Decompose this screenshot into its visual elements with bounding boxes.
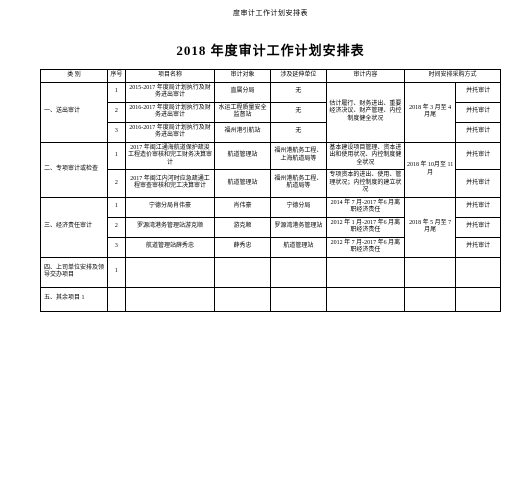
cell-empty bbox=[404, 257, 455, 287]
cell-empty bbox=[270, 257, 326, 287]
col-seq: 序号 bbox=[107, 70, 125, 83]
cell-category: 五、其余项目 1 bbox=[41, 287, 108, 311]
cell-unit: 罗源湾港务管理站 bbox=[270, 217, 326, 237]
cell-unit: 无 bbox=[270, 82, 326, 102]
page-title: 2018 年度审计工作计划安排表 bbox=[40, 40, 501, 59]
col-involved-unit: 涉及延伸单位 bbox=[270, 70, 326, 83]
cell-seq: 1 bbox=[107, 82, 125, 102]
cell-name: 宁德分局肖伟豪 bbox=[125, 197, 214, 217]
table-header-row: 类 别 序号 项目名称 审计对象 涉及延伸单位 审计内容 时间安排采购方式 bbox=[41, 70, 501, 83]
cell-empty bbox=[125, 287, 214, 311]
cell-content: 估计履行、财务进出、重要经济决议、财产管理、内控制度健全状况 bbox=[326, 82, 404, 142]
col-audit-content: 审计内容 bbox=[326, 70, 404, 83]
cell-empty bbox=[326, 287, 404, 311]
table-row: 二、专项审计或检查 1 2017 年闽江通海航道保护疏浚工程造价审核和完工财务决… bbox=[41, 142, 501, 170]
cell-empty bbox=[215, 287, 271, 311]
cell-method: 并托审计 bbox=[456, 82, 501, 102]
cell-seq: 1 bbox=[107, 142, 125, 170]
cell-content: 2014 年 7 月-2017 年6 月离职经济责任 bbox=[326, 197, 404, 217]
cell-method: 并托审计 bbox=[456, 102, 501, 122]
cell-time: 2018 年 3 月至 4 月尾 bbox=[404, 82, 455, 142]
cell-category: 二、专项审计或检查 bbox=[41, 142, 108, 197]
cell-category: 一、送出审计 bbox=[41, 82, 108, 142]
cell-content: 专项资本的进出、使用、管理状况；内控制度的建立状况 bbox=[326, 170, 404, 198]
cell-obj: 薛秀忠 bbox=[215, 237, 271, 257]
cell-content: 2012 年 7 月-2017 年6 月离职经济责任 bbox=[326, 237, 404, 257]
audit-plan-table: 类 别 序号 项目名称 审计对象 涉及延伸单位 审计内容 时间安排采购方式 一、… bbox=[40, 69, 501, 312]
cell-content: 2012 年 1 月-2017 年6 月离职经济责任 bbox=[326, 217, 404, 237]
cell-method: 并托审计 bbox=[456, 217, 501, 237]
cell-obj: 游克顺 bbox=[215, 217, 271, 237]
table-row: 三、经济责任审计 1 宁德分局肖伟豪 肖伟豪 宁德分局 2014 年 7 月-2… bbox=[41, 197, 501, 217]
cell-seq: 1 bbox=[107, 257, 125, 287]
table-row: 四、上司单位安排及领导交办项目 1 bbox=[41, 257, 501, 287]
cell-empty bbox=[326, 257, 404, 287]
running-header: 度审计工作计划安排表 bbox=[40, 8, 501, 18]
cell-obj: 水运工程质量安全监督站 bbox=[215, 102, 271, 122]
cell-empty bbox=[107, 287, 125, 311]
cell-empty bbox=[270, 287, 326, 311]
cell-method: 并托审计 bbox=[456, 142, 501, 170]
col-audit-object: 审计对象 bbox=[215, 70, 271, 83]
cell-name: 2015-2017 年度局计划执行及财务进出审计 bbox=[125, 82, 214, 102]
col-project-name: 项目名称 bbox=[125, 70, 214, 83]
cell-method: 并托审计 bbox=[456, 237, 501, 257]
cell-seq: 1 bbox=[107, 197, 125, 217]
cell-seq: 3 bbox=[107, 122, 125, 142]
table-row: 五、其余项目 1 bbox=[41, 287, 501, 311]
table-row: 一、送出审计 1 2015-2017 年度局计划执行及财务进出审计 直属分局 无… bbox=[41, 82, 501, 102]
cell-unit: 无 bbox=[270, 102, 326, 122]
cell-content: 基本建设项目管理、资本进出和使用状况、内控制度健全状况 bbox=[326, 142, 404, 170]
cell-category: 三、经济责任审计 bbox=[41, 197, 108, 257]
cell-name: 2016-2017 年度局计划执行及财务进出审计 bbox=[125, 122, 214, 142]
cell-seq: 2 bbox=[107, 102, 125, 122]
cell-method: 并托审计 bbox=[456, 197, 501, 217]
cell-name: 2017 年闽江内河时应急疏通工程审查审核和完工决算审计 bbox=[125, 170, 214, 198]
cell-unit: 福州港航务工程、上海航道局等 bbox=[270, 142, 326, 170]
cell-obj: 航道管理站 bbox=[215, 170, 271, 198]
cell-name: 2016-2017 年度局计划执行及财务进出审计 bbox=[125, 102, 214, 122]
cell-seq: 3 bbox=[107, 237, 125, 257]
cell-unit: 福州港航务工程、航道局等 bbox=[270, 170, 326, 198]
cell-category: 四、上司单位安排及领导交办项目 bbox=[41, 257, 108, 287]
cell-empty bbox=[125, 257, 214, 287]
cell-name: 2017 年闽江通海航道保护疏浚工程造价审核和完工财务决算审计 bbox=[125, 142, 214, 170]
cell-seq: 2 bbox=[107, 170, 125, 198]
cell-name: 航道管理站薛秀忠 bbox=[125, 237, 214, 257]
cell-empty bbox=[404, 287, 455, 311]
cell-empty bbox=[215, 257, 271, 287]
cell-method: 并托审计 bbox=[456, 170, 501, 198]
cell-unit: 航道管理站 bbox=[270, 237, 326, 257]
cell-empty bbox=[456, 287, 501, 311]
cell-method: 并托审计 bbox=[456, 122, 501, 142]
cell-obj: 福州港引航站 bbox=[215, 122, 271, 142]
cell-unit: 无 bbox=[270, 122, 326, 142]
cell-obj: 直属分局 bbox=[215, 82, 271, 102]
cell-obj: 肖伟豪 bbox=[215, 197, 271, 217]
col-time-method: 时间安排采购方式 bbox=[404, 70, 500, 83]
cell-unit: 宁德分局 bbox=[270, 197, 326, 217]
cell-seq: 2 bbox=[107, 217, 125, 237]
col-category: 类 别 bbox=[41, 70, 108, 83]
cell-name: 罗源湾港务管理站游克顺 bbox=[125, 217, 214, 237]
cell-empty bbox=[456, 257, 501, 287]
cell-obj: 航道管理站 bbox=[215, 142, 271, 170]
cell-time: 2018 年 5 月至 7 月尾 bbox=[404, 197, 455, 257]
cell-time: 2018 年 10月至 11 月 bbox=[404, 142, 455, 197]
